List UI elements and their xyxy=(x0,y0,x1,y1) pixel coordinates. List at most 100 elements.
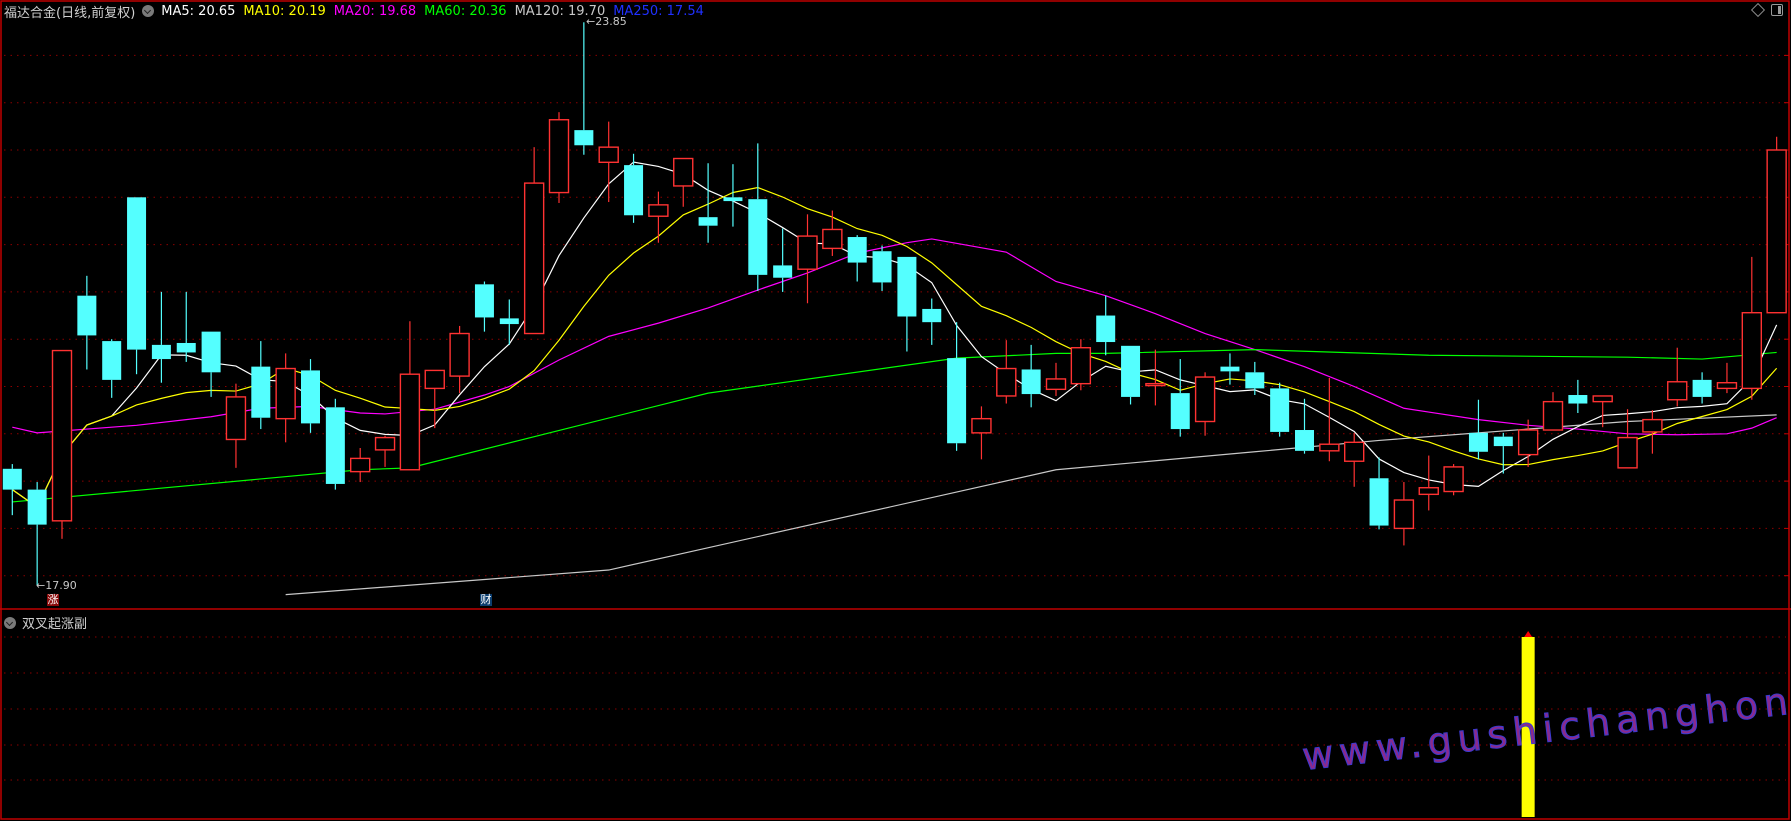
candle-up xyxy=(1642,418,1663,433)
candle-up xyxy=(399,373,421,471)
chevron-down-icon[interactable] xyxy=(142,5,155,17)
ma20-line xyxy=(12,238,1777,436)
candle-down xyxy=(1270,388,1290,432)
candle-up xyxy=(1393,499,1415,530)
candle-up xyxy=(1592,395,1613,403)
candle-down xyxy=(1121,345,1141,397)
candle-up xyxy=(1443,466,1464,493)
candle-down xyxy=(474,284,494,318)
candle-down xyxy=(151,344,171,360)
candle-up xyxy=(1716,382,1738,390)
signal-bar xyxy=(1521,637,1535,817)
ma-legend-ma60: MA60: 20.36 xyxy=(424,3,507,19)
panel-toggle-icon[interactable] xyxy=(1771,4,1783,16)
candle-up xyxy=(797,235,818,270)
chevron-down-icon[interactable] xyxy=(4,616,16,629)
candle-down xyxy=(201,331,221,373)
ma5-line xyxy=(11,161,1778,509)
candle-up xyxy=(1343,441,1365,462)
candle-up xyxy=(598,146,619,163)
candle-down xyxy=(1468,432,1488,452)
candle-down xyxy=(698,217,718,226)
candle-up xyxy=(1542,400,1564,431)
candle-up xyxy=(1667,381,1688,401)
candle-up xyxy=(1517,429,1539,456)
candle-down xyxy=(723,197,743,202)
candle-up xyxy=(648,204,669,217)
candle-down xyxy=(127,197,147,350)
candle-down xyxy=(922,308,942,323)
candle-up xyxy=(822,228,843,250)
candle-down xyxy=(748,199,768,275)
ma-legend: MA5: 20.65 MA10: 20.19 MA20: 19.68 MA60: 20… xyxy=(161,4,712,19)
candle-up xyxy=(350,457,371,473)
candle-down xyxy=(1493,436,1513,447)
candle-down xyxy=(1096,315,1116,343)
candle-down xyxy=(1295,430,1314,451)
candle-up xyxy=(548,119,570,194)
candle-down xyxy=(1220,366,1240,372)
candle-up xyxy=(1766,149,1787,314)
candle-up xyxy=(1070,347,1092,385)
candle-up xyxy=(1194,376,1216,423)
stock-title: 福达合金(日线,前复权) xyxy=(4,5,136,21)
candle-down xyxy=(773,265,793,278)
candle-down xyxy=(301,370,320,424)
candle-down xyxy=(77,295,97,336)
candle-up xyxy=(1741,312,1763,390)
candle-up xyxy=(1045,378,1067,391)
candle-down xyxy=(251,366,271,418)
candle-up xyxy=(523,182,545,335)
candle-down xyxy=(27,489,47,525)
arrow-left-icon: ← xyxy=(36,579,46,592)
candle-down xyxy=(325,407,345,484)
low-price-label: ←17.90 xyxy=(36,579,77,592)
candle-up xyxy=(225,396,247,441)
diamond-icon[interactable] xyxy=(1750,2,1766,18)
candle-down xyxy=(499,318,519,325)
sub-panel-title: 双叉起涨副 xyxy=(22,617,88,632)
finance-tag[interactable]: 财 xyxy=(480,593,492,606)
ma-legend-ma10: MA10: 20.19 xyxy=(243,3,326,19)
ma120-line xyxy=(285,414,1777,596)
high-price-value: 23.85 xyxy=(595,15,627,28)
chart-header: 福达合金(日线,前复权) MA5: 20.65 MA10: 20.19 MA20: … xyxy=(4,2,712,21)
candle-down xyxy=(947,358,967,444)
candle-up xyxy=(374,436,396,451)
sub-panel-header: 双叉起涨副 xyxy=(4,613,87,632)
candle-up xyxy=(673,157,694,187)
candle-down xyxy=(1245,372,1265,389)
candle-down xyxy=(574,130,594,146)
candle-down xyxy=(897,256,917,317)
arrow-left-icon: ← xyxy=(586,15,596,28)
candle-down xyxy=(102,341,122,380)
candle-up xyxy=(1617,436,1638,469)
low-price-value: 17.90 xyxy=(45,579,77,592)
candle-up xyxy=(1319,443,1340,452)
candle-up xyxy=(971,417,992,434)
candle-down xyxy=(1170,393,1190,430)
ma-legend-ma120: MA120: 19.70 xyxy=(514,3,606,19)
rise-tag[interactable]: 涨 xyxy=(47,593,59,606)
candle-down xyxy=(624,165,644,216)
candle-up xyxy=(275,367,296,420)
ma-legend-ma5: MA5: 20.65 xyxy=(161,3,236,19)
candle-down xyxy=(847,237,867,263)
ma-legend-ma250: MA250: 17.54 xyxy=(613,3,704,19)
candle-up xyxy=(424,369,445,390)
candle-up xyxy=(996,367,1017,397)
candle-up xyxy=(1145,382,1166,387)
signal-arrow-icon xyxy=(1524,631,1533,637)
candle-down xyxy=(1021,369,1041,395)
ma-legend-ma20: MA20: 19.68 xyxy=(333,3,417,19)
candle-up xyxy=(449,332,470,377)
candle-up xyxy=(1418,487,1439,496)
candle-up xyxy=(51,349,73,522)
high-price-label: ←23.85 xyxy=(586,15,627,28)
candle-down xyxy=(176,342,196,353)
candle-down xyxy=(1369,478,1389,526)
candle-down xyxy=(872,251,892,283)
ma10-line xyxy=(11,186,1778,509)
